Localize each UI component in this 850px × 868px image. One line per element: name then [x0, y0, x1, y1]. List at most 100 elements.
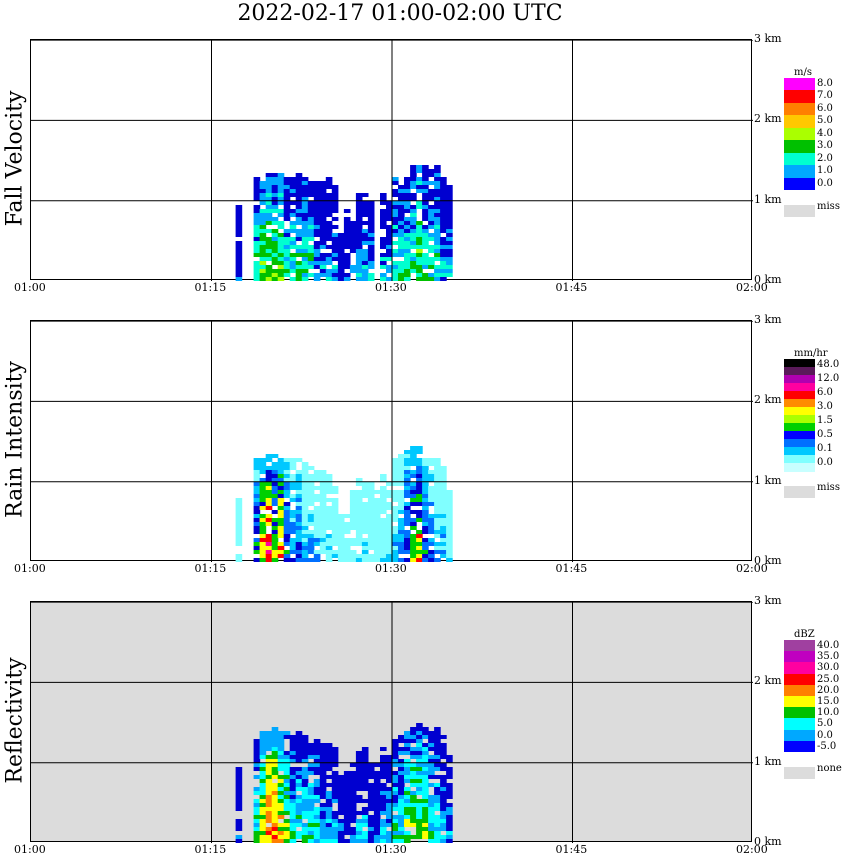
- echo-cell: [440, 257, 447, 261]
- echo-cell: [319, 779, 327, 783]
- echo-cell: [277, 201, 285, 205]
- echo-cell: [265, 787, 273, 791]
- echo-cell: [355, 763, 363, 767]
- echo-cell: [422, 807, 429, 811]
- echo-cell: [259, 233, 267, 237]
- echo-cell: [434, 233, 441, 237]
- echo-cell: [398, 550, 405, 554]
- echo-cell: [446, 193, 453, 197]
- echo-cell: [392, 229, 399, 233]
- echo-cell: [422, 526, 429, 530]
- echo-cell: [367, 221, 375, 225]
- echo-cell: [295, 470, 303, 474]
- echo-cell: [301, 795, 309, 799]
- echo-cell: [301, 799, 309, 803]
- echo-cell: [392, 189, 399, 193]
- echo-cell: [313, 265, 321, 269]
- echo-cell: [319, 245, 327, 249]
- echo-cell: [355, 538, 363, 542]
- echo-cell: [404, 273, 411, 277]
- echo-cell: [428, 743, 435, 747]
- echo-cell: [265, 458, 273, 462]
- echo-cell: [367, 767, 375, 771]
- echo-cell: [367, 498, 375, 502]
- echo-cell: [398, 233, 405, 237]
- echo-cell: [440, 241, 447, 245]
- legend-swatch: [784, 140, 815, 154]
- echo-cell: [410, 779, 417, 783]
- echo-cell: [380, 839, 387, 843]
- echo-cell: [386, 526, 393, 530]
- echo-cell: [355, 811, 363, 815]
- echo-cell: [283, 229, 291, 233]
- echo-cell: [355, 221, 363, 225]
- echo-cell: [380, 201, 387, 205]
- echo-cell: [428, 747, 435, 751]
- legend-label: 35.0: [817, 651, 840, 663]
- echo-cell: [392, 514, 399, 518]
- echo-cell: [428, 221, 435, 225]
- echo-cell: [440, 197, 447, 201]
- echo-cell: [434, 759, 441, 763]
- echo-cell: [392, 807, 399, 811]
- echo-cell: [313, 530, 321, 534]
- echo-cell: [386, 245, 393, 249]
- echo-cell: [337, 811, 345, 815]
- echo-cell: [361, 253, 369, 257]
- echo-cell: [295, 173, 303, 177]
- echo-cell: [253, 233, 261, 237]
- echo-cell: [416, 494, 423, 498]
- echo-cell: [410, 173, 417, 177]
- echo-cell: [319, 189, 327, 193]
- echo-cell: [434, 747, 441, 751]
- echo-cell: [295, 739, 303, 743]
- echo-cell: [307, 755, 315, 759]
- echo-cell: [301, 514, 309, 518]
- echo-cell: [325, 261, 333, 265]
- echo-cell: [271, 811, 279, 815]
- echo-cell: [380, 486, 387, 490]
- echo-cell: [259, 462, 267, 466]
- echo-cell: [253, 189, 261, 193]
- echo-cell: [277, 502, 285, 506]
- echo-cell: [301, 482, 309, 486]
- echo-cell: [289, 775, 297, 779]
- echo-cell: [380, 197, 387, 201]
- echo-cell: [259, 518, 267, 522]
- y-tick-label: 3 km: [754, 594, 782, 608]
- echo-cell: [361, 522, 369, 526]
- echo-cell: [295, 498, 303, 502]
- echo-cell: [380, 775, 387, 779]
- echo-cell: [307, 799, 315, 803]
- echo-cell: [259, 526, 267, 530]
- echo-cell: [392, 494, 399, 498]
- echo-cell: [289, 466, 297, 470]
- echo-cell: [349, 518, 357, 522]
- echo-cell: [446, 831, 453, 835]
- echo-cell: [434, 245, 441, 249]
- echo-cell: [271, 177, 279, 181]
- echo-cell: [361, 526, 369, 530]
- echo-cell: [434, 542, 441, 546]
- echo-cell: [373, 807, 381, 811]
- echo-cell: [235, 807, 243, 811]
- echo-cell: [404, 550, 411, 554]
- echo-cell: [325, 815, 333, 819]
- echo-cell: [289, 193, 297, 197]
- echo-cell: [386, 775, 393, 779]
- echo-cell: [404, 518, 411, 522]
- echo-cell: [361, 823, 369, 827]
- echo-cell: [386, 759, 393, 763]
- echo-cell: [398, 811, 405, 815]
- echo-cell: [259, 791, 267, 795]
- echo-cell: [410, 185, 417, 189]
- echo-cell: [307, 490, 315, 494]
- echo-cell: [343, 787, 351, 791]
- echo-cell: [380, 755, 387, 759]
- echo-cell: [337, 530, 345, 534]
- echo-cell: [380, 221, 387, 225]
- echo-cell: [295, 253, 303, 257]
- echo-cell: [259, 558, 267, 562]
- echo-cell: [446, 217, 453, 221]
- echo-cell: [325, 269, 333, 273]
